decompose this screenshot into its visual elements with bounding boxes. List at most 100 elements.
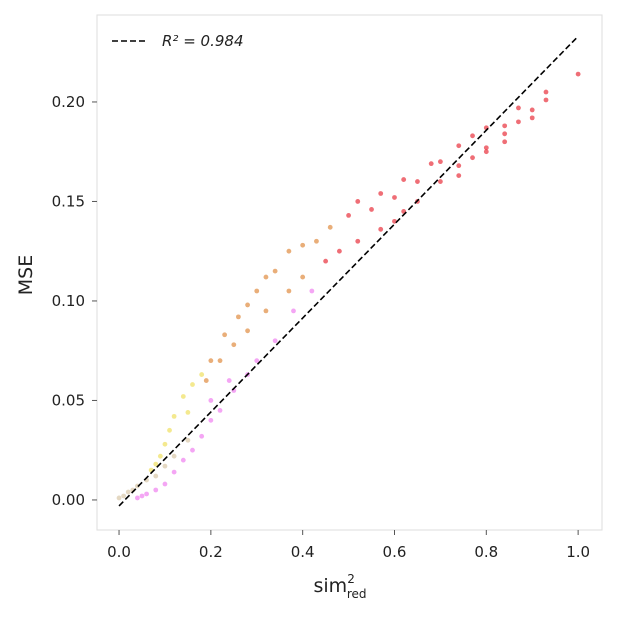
point [456, 163, 462, 169]
point [369, 207, 374, 212]
x-tick-label: 0.6 [383, 543, 407, 561]
point [438, 159, 443, 165]
point [300, 274, 306, 280]
point [217, 358, 223, 364]
point [355, 238, 361, 244]
point [327, 224, 333, 230]
point [171, 469, 177, 475]
point [300, 242, 306, 248]
x-tick-label: 0.2 [199, 543, 223, 561]
point [309, 288, 315, 294]
point [337, 248, 342, 254]
point [470, 133, 475, 139]
y-tick-label: 0.15 [52, 192, 85, 210]
point [121, 493, 127, 499]
point [323, 258, 329, 264]
x-tick-label: 0.0 [107, 543, 131, 561]
point [157, 453, 163, 459]
point [208, 398, 214, 403]
point [245, 328, 250, 334]
x-tick-label: 1.0 [566, 543, 590, 561]
point [346, 212, 351, 218]
point [116, 495, 122, 501]
point [543, 97, 549, 103]
point [153, 473, 159, 479]
point [162, 481, 168, 487]
point [180, 457, 186, 463]
x-label-base: sim [314, 575, 348, 597]
point [153, 461, 159, 467]
point [392, 195, 397, 200]
point [438, 179, 443, 184]
point [167, 427, 172, 433]
point [516, 119, 521, 125]
point [502, 131, 508, 137]
point [483, 149, 489, 155]
point [272, 268, 278, 274]
point [208, 358, 214, 364]
point [185, 409, 191, 415]
point [470, 155, 475, 161]
point [291, 308, 296, 314]
point [162, 441, 168, 447]
x-label-sup: 2 [347, 572, 355, 586]
point [190, 382, 195, 387]
point [401, 177, 407, 182]
point [236, 314, 241, 320]
point [226, 378, 232, 383]
plot-frame [96, 14, 603, 531]
point [456, 143, 462, 149]
y-tick-label: 0.05 [52, 391, 85, 409]
x-axis-label: sim2 red [314, 572, 367, 601]
fit-line [118, 35, 579, 507]
point [254, 358, 260, 364]
point [483, 145, 489, 151]
legend-label: R² = 0.984 [162, 32, 243, 50]
point [231, 342, 237, 348]
point [355, 199, 361, 204]
point [222, 332, 228, 338]
point [428, 161, 434, 167]
x-tick-label: 0.8 [474, 543, 498, 561]
point [153, 487, 159, 493]
point [529, 107, 535, 113]
point [415, 179, 420, 184]
point [263, 308, 269, 314]
point [245, 302, 250, 308]
point [199, 372, 205, 377]
point [502, 123, 508, 129]
point [125, 489, 131, 495]
point [208, 417, 214, 423]
point [185, 437, 191, 443]
point [203, 378, 209, 383]
point [144, 491, 149, 497]
x-label-sub: red [347, 587, 367, 601]
point [378, 226, 384, 232]
y-tick-label: 0.10 [52, 292, 85, 310]
point [378, 191, 384, 196]
point [502, 139, 508, 145]
point [272, 338, 278, 344]
y-tick-label: 0.00 [52, 491, 85, 509]
point [171, 413, 177, 419]
point [575, 71, 581, 77]
point [286, 288, 292, 294]
point [263, 274, 269, 280]
point [314, 238, 319, 244]
point [190, 447, 195, 453]
point [162, 463, 168, 469]
point [139, 493, 145, 499]
point [543, 89, 549, 95]
x-tick-label: 0.4 [291, 543, 315, 561]
y-axis-label: MSE [15, 255, 37, 295]
y-tick-label: 0.20 [52, 93, 85, 111]
point [199, 433, 205, 439]
point [180, 394, 186, 399]
point [135, 495, 140, 501]
point [286, 248, 292, 254]
point [516, 105, 521, 111]
point [217, 408, 223, 413]
point [456, 173, 462, 178]
point [171, 453, 177, 459]
